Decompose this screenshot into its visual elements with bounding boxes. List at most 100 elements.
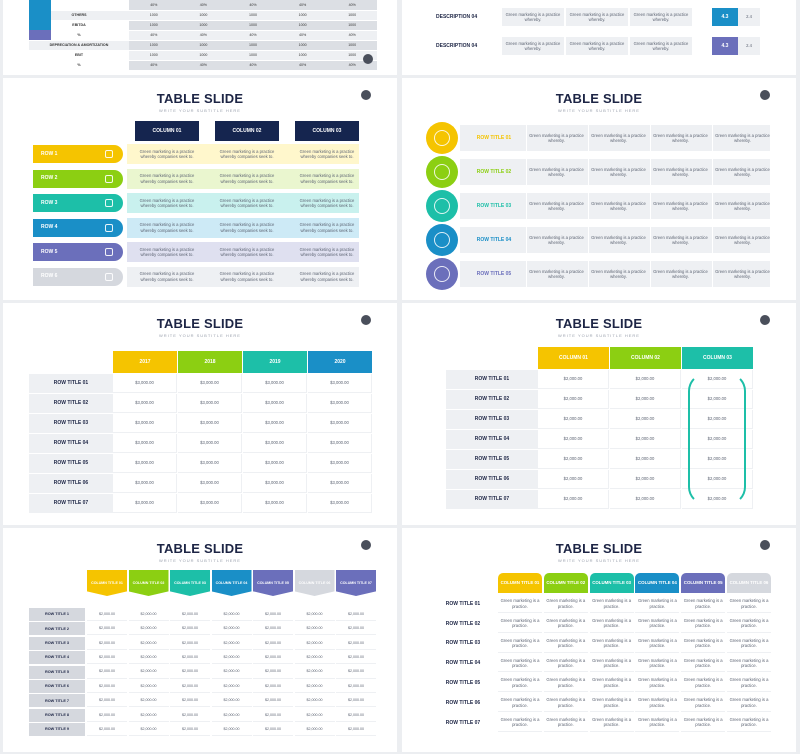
table-cell: Green marketing is a practice. [727,654,771,673]
row-tag: ROW 6 [33,267,123,286]
chart-icon [105,150,113,158]
table-cell: $2,000.00 [128,680,169,693]
row-label: % [29,60,129,71]
row-color-marker [29,10,51,20]
highlight-bracket [688,373,746,505]
table-cell: Green marketing is a practice. [727,635,771,653]
column-header: COLUMN 03 [295,121,359,141]
table-cell: $3,000.00 [178,494,242,513]
table-cell: $2,000.00 [538,390,609,409]
table-cell: Green marketing is a practice whereby. [588,227,648,253]
table-cell: $2,000.00 [336,709,376,722]
table-cell: 1000 [327,40,377,51]
table-cell: $2,000.00 [170,637,210,650]
row-label: ROW TITLE 04 [29,434,113,453]
slide-subtitle: WRITE YOUR SUBTITLE HERE [159,333,241,338]
table-cell: $2,000.00 [336,666,376,679]
row-tag: ROW 3 [33,194,123,212]
column-header: COLUMN TITLE 04 [211,570,252,596]
table-cell: $2,000.00 [170,651,210,665]
table-cell: $2,000.00 [211,723,252,737]
column-header: COLUMN TITLE 02 [128,570,169,596]
table-cell: 1000 [277,50,328,61]
table-cell: Green marketing is a practice. [498,635,542,653]
table-cell: Green marketing is a practice whereby co… [219,197,275,208]
description-label: DESCRIPTION 04 [436,42,478,49]
table-cell: 1000 [327,50,377,61]
table-cell: $2,000.00 [682,470,753,489]
slide-subtitle: WRITE YOUR SUBTITLE HERE [159,108,241,113]
row-label: ROW TITLE 07 [446,490,538,509]
column-header: COLUMN TITLE 07 [336,570,376,596]
table-cell: 1000 [228,10,278,21]
table-cell: 40% [178,0,229,11]
table-cell: Green marketing is a practice. [635,595,680,613]
table-cell: 40% [277,30,328,41]
row-icon-circle [426,122,458,154]
table-cell: 40% [277,0,328,11]
table-cell: 40% [277,60,328,71]
table-cell: 1000 [228,20,278,31]
score-badge: 4.3 [712,37,738,55]
trophy-icon [434,130,450,146]
description-cell: Green marketing is a practice whereby. [502,37,564,55]
table-cell: $2,000.00 [538,410,609,429]
table-cell: $2,000.00 [610,470,681,489]
table-cell: Green marketing is a practice. [589,654,634,673]
table-cell: 40% [178,30,229,41]
slide-title: TABLE SLIDE [555,91,643,106]
table-cell: 40% [228,0,278,11]
table-cell: $2,000.00 [538,470,609,489]
row-label: ROW TITLE 7 [29,694,85,708]
table-cell: $3,000.00 [308,454,372,473]
table-cell: $2,000.00 [170,622,210,636]
table-cell: $3,000.00 [178,394,242,413]
table-cell: $3,000.00 [243,414,307,433]
table-cell: Green marketing is a practice whereby co… [139,271,195,282]
slide-subtitle: WRITE YOUR SUBTITLE HERE [558,108,640,113]
row-label: ROW TITLE 05 [446,450,538,469]
column-header: COLUMN TITLE 01 [498,573,542,593]
table-cell: $3,000.00 [178,474,242,493]
table-cell: $2,000.00 [87,709,127,722]
table-cell: $2,000.00 [128,608,169,621]
table-cell: $2,000.00 [87,651,127,665]
column-header: COLUMN TITLE 01 [87,570,127,596]
table-cell: 40% [129,60,179,71]
row-label: ROW 4 [41,224,58,231]
table-cell: Green marketing is a practice whereby. [526,261,586,287]
page-number-badge [361,540,371,550]
small-value: 2.4 [738,37,760,55]
page-number-badge [361,90,371,100]
slide-year-table: TABLE SLIDE WRITE YOUR SUBTITLE HERE 201… [3,303,397,525]
table-cell: $2,000.00 [211,622,252,636]
row-label: ROW 2 [41,175,58,182]
table-cell: $3,000.00 [308,374,372,393]
table-cell: 1000 [178,10,229,21]
table-cell: Green marketing is a practice whereby co… [299,271,355,282]
row-label: ROW TITLE 4 [29,651,85,665]
table-cell: $2,000.00 [294,723,335,737]
table-cell: Green marketing is a practice. [727,714,771,732]
table-cell: 1000 [228,40,278,51]
table-cell: $3,000.00 [308,434,372,453]
gamepad-icon [105,199,113,207]
table-row: EBIT 1000 1000 1000 1000 1000 [29,50,377,61]
table-cell: $2,000.00 [170,709,210,722]
table-cell: $2,000.00 [253,608,293,621]
page-number-badge [760,540,770,550]
row-icon-circle [426,224,458,256]
table-cell: Green marketing is a practice. [543,635,588,653]
row-band [460,125,770,151]
table-cell: $2,000.00 [128,622,169,636]
table-cell: Green marketing is a practice. [727,615,771,633]
row-label: ROW TITLE 04 [476,236,512,243]
column-header: COLUMN TITLE 06 [727,573,771,593]
table-cell: $2,000.00 [253,622,293,636]
slide-title: TABLE SLIDE [156,316,244,331]
table-cell: Green marketing is a practice. [543,694,588,712]
slide-title: TABLE SLIDE [555,316,643,331]
table-cell: $2,000.00 [253,709,293,722]
table-cell: $2,000.00 [682,430,753,449]
row-color-marker [29,20,51,30]
